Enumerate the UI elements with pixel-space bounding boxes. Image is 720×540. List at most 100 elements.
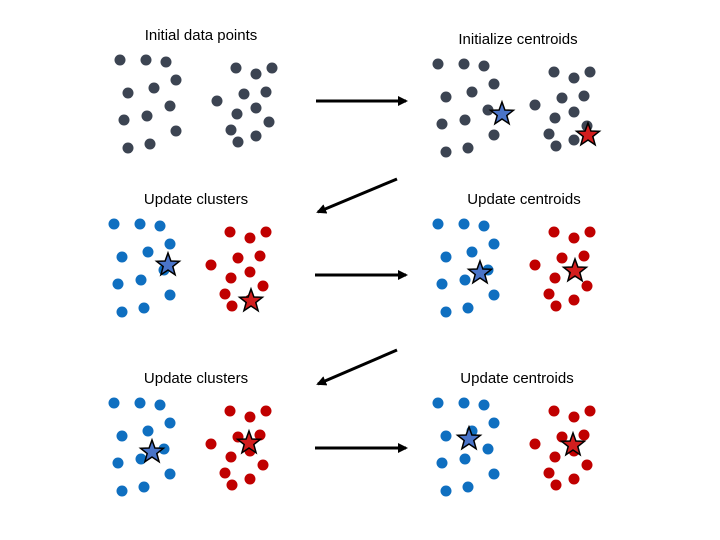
left-cluster-data-point [432, 397, 444, 409]
right-cluster-data-point [263, 116, 275, 128]
left-cluster-data-point [440, 146, 452, 158]
left-cluster-data-point [440, 306, 452, 318]
left-cluster-data-point [108, 218, 120, 230]
right-cluster-data-point [529, 259, 541, 271]
right-cluster-data-point [226, 479, 238, 491]
left-cluster-data-point [142, 425, 154, 437]
right-cluster-data-point [260, 405, 272, 417]
right-cluster-data-point [578, 429, 590, 441]
left-cluster-data-point [122, 87, 134, 99]
centroid-a-star-icon [488, 99, 516, 126]
centroid-b-star-icon [237, 286, 265, 313]
left-cluster-data-point [482, 104, 494, 116]
left-cluster-data-point [164, 468, 176, 480]
centroids-layer [138, 99, 602, 464]
left-cluster-data-point [432, 58, 444, 70]
right-cluster-data-point [578, 250, 590, 262]
right-cluster-data-point [568, 294, 580, 306]
right-cluster-data-point [568, 411, 580, 423]
centroid-a-star-icon [154, 250, 182, 277]
left-cluster-data-point [488, 238, 500, 250]
right-cluster-data-point [260, 86, 272, 98]
right-cluster-data-point [578, 90, 590, 102]
left-cluster-data-point [138, 481, 150, 493]
left-cluster-data-point [458, 58, 470, 70]
left-cluster-data-point [170, 74, 182, 86]
left-cluster-data-point [436, 457, 448, 469]
left-cluster-data-point [436, 278, 448, 290]
panel-title-update-clusters-1: Update clusters [144, 191, 248, 208]
left-cluster-data-point [134, 218, 146, 230]
left-cluster-data-point [488, 468, 500, 480]
points-layer [108, 54, 596, 497]
left-cluster-data-point [144, 138, 156, 150]
right-cluster-data-point [225, 272, 237, 284]
left-cluster-data-point [160, 56, 172, 68]
left-cluster-data-point [154, 220, 166, 232]
panel-title-initialize-centroids: Initialize centroids [458, 31, 577, 48]
left-cluster-data-point [164, 289, 176, 301]
arrow-icon [316, 348, 398, 386]
left-cluster-data-point [116, 430, 128, 442]
right-cluster-data-point [549, 451, 561, 463]
right-cluster-data-point [244, 473, 256, 485]
left-cluster-data-point [108, 397, 120, 409]
left-cluster-data-point [459, 114, 471, 126]
arrow-icon [316, 177, 398, 214]
left-cluster-data-point [459, 274, 471, 286]
right-cluster-data-point [250, 68, 262, 80]
centroid-a-star-icon [455, 424, 483, 451]
right-cluster-data-point [568, 106, 580, 118]
right-cluster-data-point [232, 136, 244, 148]
left-cluster-data-point [118, 114, 130, 126]
left-cluster-data-point [164, 417, 176, 429]
right-cluster-data-point [543, 288, 555, 300]
left-cluster-data-point [142, 246, 154, 258]
right-cluster-data-point [250, 102, 262, 114]
right-cluster-data-point [581, 459, 593, 471]
right-cluster-data-point [219, 288, 231, 300]
left-cluster-data-point [466, 86, 478, 98]
left-cluster-data-point [458, 218, 470, 230]
left-cluster-data-point [478, 399, 490, 411]
right-cluster-data-point [219, 467, 231, 479]
left-cluster-data-point [135, 453, 147, 465]
left-cluster-data-point [436, 118, 448, 130]
right-cluster-data-point [225, 124, 237, 136]
right-cluster-data-point [581, 280, 593, 292]
centroid-b-star-icon [561, 256, 589, 283]
left-cluster-data-point [458, 397, 470, 409]
right-cluster-data-point [224, 405, 236, 417]
right-cluster-data-point [550, 300, 562, 312]
left-cluster-data-point [134, 397, 146, 409]
left-cluster-data-point [122, 142, 134, 154]
left-cluster-data-point [140, 54, 152, 66]
panel-1-points [114, 54, 278, 154]
right-cluster-data-point [254, 429, 266, 441]
right-cluster-data-point [230, 62, 242, 74]
right-cluster-data-point [556, 431, 568, 443]
left-cluster-data-point [138, 302, 150, 314]
centroid-b-star-icon [559, 430, 587, 457]
right-cluster-data-point [556, 252, 568, 264]
right-cluster-data-point [568, 473, 580, 485]
right-cluster-data-point [584, 226, 596, 238]
left-cluster-data-point [488, 129, 500, 141]
right-cluster-data-point [549, 112, 561, 124]
left-cluster-data-point [488, 417, 500, 429]
right-cluster-data-point [266, 62, 278, 74]
panel-title-update-centroids-2: Update centroids [460, 370, 573, 387]
left-cluster-data-point [164, 238, 176, 250]
right-cluster-data-point [568, 232, 580, 244]
right-cluster-data-point [244, 232, 256, 244]
left-cluster-data-point [116, 485, 128, 497]
left-cluster-data-point [112, 278, 124, 290]
left-cluster-data-point [466, 246, 478, 258]
left-cluster-data-point [440, 251, 452, 263]
left-cluster-data-point [462, 302, 474, 314]
centroid-a-star-icon [138, 437, 166, 464]
right-cluster-data-point [550, 140, 562, 152]
left-cluster-data-point [116, 306, 128, 318]
left-cluster-data-point [440, 91, 452, 103]
right-cluster-data-point [205, 259, 217, 271]
